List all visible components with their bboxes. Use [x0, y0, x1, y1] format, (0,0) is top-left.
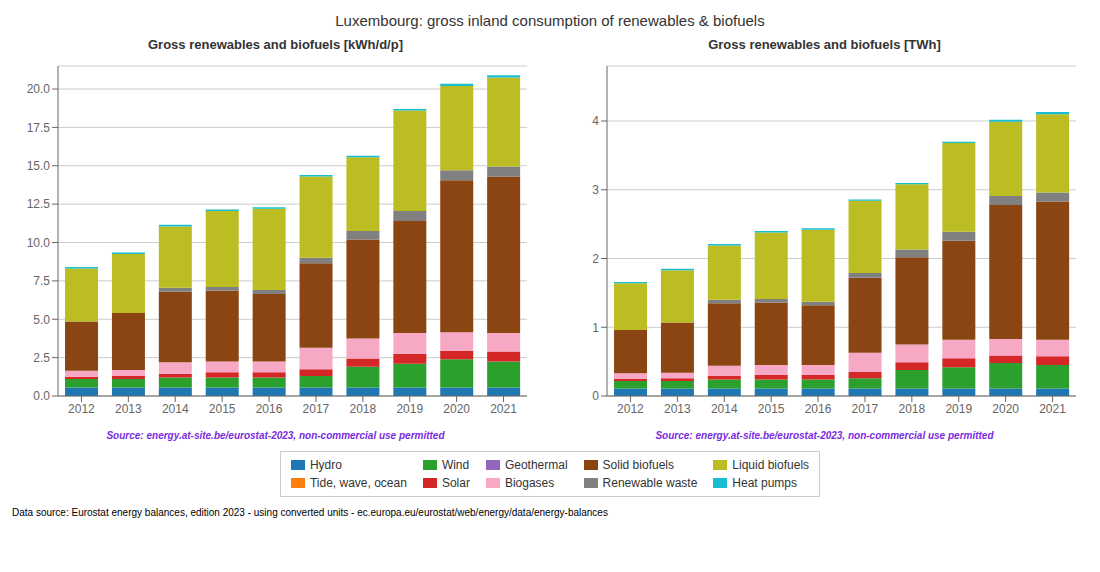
svg-text:5.0: 5.0 — [33, 313, 50, 327]
svg-text:2020: 2020 — [443, 402, 470, 416]
svg-text:0: 0 — [592, 389, 599, 403]
svg-text:0.0: 0.0 — [33, 389, 50, 403]
svg-text:2019: 2019 — [396, 402, 423, 416]
html-text:Solid biofuels: Solid biofuels — [602, 458, 674, 472]
html-text:Heat pumps: Heat pumps — [732, 476, 797, 490]
svg-text:2015: 2015 — [209, 402, 236, 416]
svg-text:2016: 2016 — [256, 402, 283, 416]
html-text:Liquid biofuels: Liquid biofuels — [732, 458, 810, 472]
svg-text:2021: 2021 — [1039, 402, 1066, 416]
svg-text:2018: 2018 — [898, 402, 925, 416]
html-text:Gross renewables and biofuels: Gross renewables and biofuels [TWh] — [708, 37, 941, 52]
svg-text:20.0: 20.0 — [27, 82, 51, 96]
html-text:Renewable waste: Renewable waste — [602, 476, 698, 490]
svg-text:2.5: 2.5 — [33, 351, 50, 365]
svg-text:2014: 2014 — [162, 402, 189, 416]
svg-text:2013: 2013 — [115, 402, 142, 416]
html-text:Geothermal: Geothermal — [504, 458, 568, 472]
html-text:Source: energy.at-site.be/euro: Source: energy.at-site.be/eurostat-2023,… — [655, 430, 994, 441]
svg-text:2012: 2012 — [617, 402, 644, 416]
svg-text:2017: 2017 — [852, 402, 879, 416]
html-text:Tide, wave, ocean: Tide, wave, ocean — [309, 476, 407, 490]
svg-text:4: 4 — [592, 114, 599, 128]
html-text:Solar: Solar — [441, 476, 470, 490]
html-text:Source: energy.at-site.be/euro: Source: energy.at-site.be/eurostat-2023,… — [106, 430, 445, 441]
svg-text:2019: 2019 — [945, 402, 972, 416]
html-text:Hydro: Hydro — [309, 458, 342, 472]
svg-text:2013: 2013 — [664, 402, 691, 416]
svg-text:3: 3 — [592, 183, 599, 197]
html-text:Luxembourg: gross inland consu: Luxembourg: gross inland consumption of … — [335, 12, 765, 29]
svg-text:1: 1 — [592, 321, 599, 335]
svg-text:15.0: 15.0 — [27, 159, 51, 173]
html-text:Data source: Eurostat energy b: Data source: Eurostat energy balances, e… — [12, 507, 608, 518]
svg-text:10.0: 10.0 — [27, 236, 51, 250]
svg-text:2016: 2016 — [805, 402, 832, 416]
svg-text:17.5: 17.5 — [27, 121, 51, 135]
html-text:Gross renewables and biofuels: Gross renewables and biofuels [kWh/d/p] — [148, 37, 403, 52]
svg-text:12.5: 12.5 — [27, 197, 51, 211]
svg-text:2012: 2012 — [68, 402, 95, 416]
html-text:Wind: Wind — [441, 458, 470, 472]
svg-text:2021: 2021 — [490, 402, 517, 416]
svg-text:2018: 2018 — [349, 402, 376, 416]
svg-text:2020: 2020 — [992, 402, 1019, 416]
svg-text:7.5: 7.5 — [33, 274, 50, 288]
html-text:Biogases: Biogases — [504, 476, 555, 490]
svg-text:2015: 2015 — [758, 402, 785, 416]
svg-text:2017: 2017 — [303, 402, 330, 416]
svg-text:2: 2 — [592, 252, 599, 266]
svg-text:2014: 2014 — [711, 402, 738, 416]
